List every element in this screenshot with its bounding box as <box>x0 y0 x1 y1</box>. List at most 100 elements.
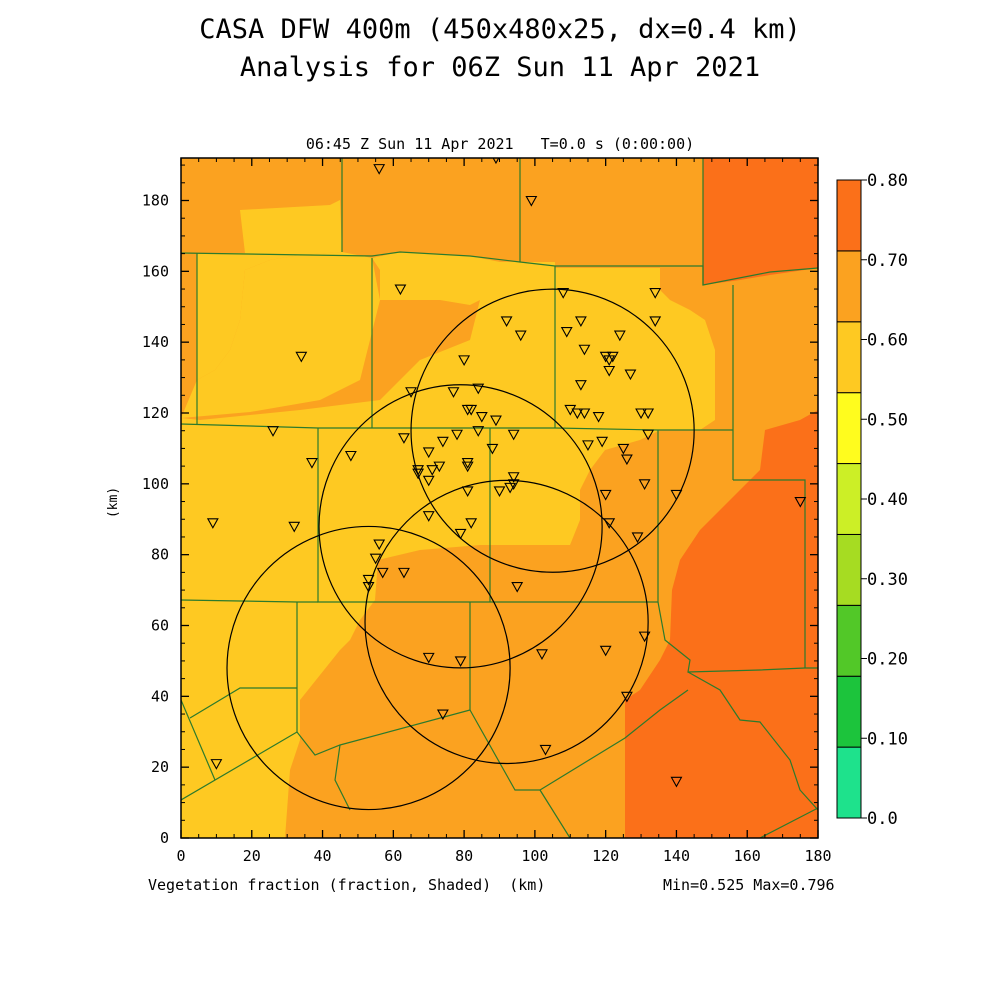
station-marker <box>461 486 474 498</box>
colorbar-label: 0.10 <box>867 729 908 749</box>
station-marker <box>206 518 219 529</box>
colorbar-swatch <box>836 533 862 606</box>
station-marker <box>288 521 301 533</box>
colorbar-swatch <box>836 392 862 465</box>
chart-title: CASA DFW 400m (450x480x25, dx=0.4 km) <box>199 14 801 45</box>
station-marker <box>362 574 375 586</box>
station-marker <box>369 553 382 565</box>
station-marker <box>649 316 662 328</box>
station-marker <box>210 759 223 770</box>
station-marker <box>511 581 524 593</box>
y-tick-label: 120 <box>142 404 169 422</box>
station-marker <box>606 351 619 363</box>
station-marker <box>578 344 591 356</box>
station-marker <box>635 408 647 420</box>
y-tick-label: 100 <box>142 475 169 493</box>
station-marker <box>373 539 386 551</box>
x-tick-label: 20 <box>243 847 261 865</box>
station-marker <box>422 447 435 459</box>
station-marker <box>454 528 467 540</box>
colorbar-label: 0.0 <box>867 809 898 829</box>
station-marker <box>539 744 552 756</box>
station-marker <box>560 326 573 338</box>
station-marker <box>631 532 644 544</box>
colorbar-swatch <box>836 179 862 252</box>
station-marker <box>617 443 630 455</box>
station-marker <box>536 649 548 660</box>
station-marker <box>490 415 502 427</box>
field-region-070-080 <box>703 158 818 285</box>
station-marker <box>638 631 651 643</box>
x-tick-label: 100 <box>521 847 548 865</box>
station-marker <box>422 652 435 664</box>
station-marker <box>422 511 435 522</box>
y-tick-label: 20 <box>151 758 169 776</box>
field-region-050-060 <box>181 252 380 418</box>
station-marker <box>599 489 612 501</box>
station-marker <box>596 436 609 448</box>
station-marker <box>670 489 683 501</box>
station-marker <box>613 330 626 342</box>
y-tick-label: 60 <box>151 617 169 635</box>
station-marker <box>571 408 584 420</box>
station-marker <box>454 656 467 668</box>
x-tick-label: 120 <box>592 847 619 865</box>
station-marker <box>472 383 485 395</box>
y-tick-label: 180 <box>142 192 169 210</box>
field-region-050-060 <box>197 200 342 380</box>
station-marker <box>465 404 478 416</box>
station-marker <box>642 429 655 441</box>
station-marker <box>412 468 425 480</box>
station-marker <box>620 454 633 466</box>
x-tick-label: 140 <box>663 847 690 865</box>
colorbar-label: 0.50 <box>867 410 908 430</box>
station-marker <box>472 426 485 437</box>
colorbar-swatch <box>836 746 862 819</box>
station-marker <box>465 518 478 529</box>
station-marker <box>592 411 605 423</box>
station-marker <box>436 709 449 721</box>
station-marker <box>394 284 407 296</box>
x-tick-label: 160 <box>734 847 761 865</box>
colorbar-label: 0.20 <box>867 650 908 670</box>
station-marker <box>507 472 520 483</box>
station-marker <box>507 479 520 490</box>
min-max-label: Min=0.525 Max=0.796 <box>663 876 835 894</box>
station-marker <box>500 316 513 328</box>
x-tick-label: 0 <box>176 847 185 865</box>
station-marker <box>461 461 474 473</box>
station-marker <box>507 429 520 441</box>
colorbar-label: 0.60 <box>867 331 908 351</box>
station-marker <box>574 380 587 391</box>
station-marker <box>582 440 594 452</box>
radar-ring <box>410 288 695 573</box>
station-marker <box>295 351 308 363</box>
station-marker <box>447 387 460 398</box>
y-tick-label: 40 <box>151 687 169 705</box>
station-marker <box>422 475 435 487</box>
radar-ring <box>226 525 511 811</box>
colorbar-swatch <box>836 321 862 394</box>
station-marker <box>306 458 318 469</box>
station-marker <box>603 355 616 367</box>
station-marker <box>620 691 633 703</box>
colorbar-swatch <box>836 250 862 323</box>
station-marker <box>624 369 637 381</box>
station-marker <box>436 436 449 448</box>
station-marker <box>398 433 410 444</box>
station-marker <box>574 316 587 328</box>
colorbar-swatch <box>836 463 862 535</box>
station-marker <box>344 450 357 462</box>
station-marker <box>373 164 386 175</box>
station-marker <box>475 411 488 423</box>
colorbar-label: 0.40 <box>867 490 908 510</box>
station-marker <box>376 567 389 579</box>
station-marker <box>398 567 410 579</box>
station-marker <box>405 387 417 398</box>
colorbar-label: 0.80 <box>867 171 908 191</box>
station-marker <box>670 776 683 788</box>
y-tick-label: 160 <box>142 262 169 280</box>
x-tick-label: 60 <box>384 847 402 865</box>
radar-range-rings <box>226 288 695 811</box>
